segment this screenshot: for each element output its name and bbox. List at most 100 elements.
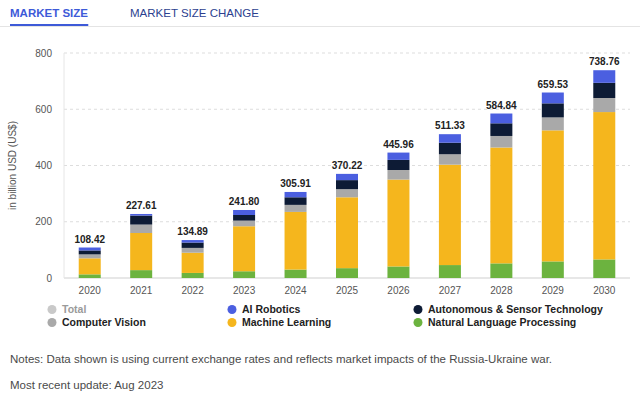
bar-segment [233, 210, 255, 215]
legend-swatch [228, 318, 237, 327]
bar-segment [79, 248, 101, 251]
total-label: 659.53 [538, 79, 569, 90]
y-axis-title: in billion USD (US$) [7, 121, 18, 210]
legend-swatch [414, 318, 423, 327]
grid-line [64, 53, 630, 54]
x-tick-label: 2023 [233, 285, 256, 296]
bar-segment [130, 233, 152, 270]
bar-segment [336, 197, 358, 268]
tab[interactable]: MARKET SIZE CHANGE [130, 7, 259, 19]
bar-segment [233, 271, 255, 278]
legend-label[interactable]: Total [62, 303, 86, 315]
x-tick-label: 2029 [542, 285, 565, 296]
bar-segment [439, 165, 461, 265]
legend-swatch [48, 305, 57, 314]
bar-segment [439, 143, 461, 155]
legend-label[interactable]: Machine Learning [242, 316, 331, 328]
bar-segment [490, 148, 512, 264]
total-label: 370.22 [332, 160, 363, 171]
bar-segment [336, 268, 358, 278]
x-tick-label: 2028 [490, 285, 513, 296]
bar-segment [233, 226, 255, 271]
total-label: 445.96 [383, 139, 414, 150]
bar-segment [593, 83, 615, 98]
bar-segment [285, 212, 307, 270]
bar-segment [79, 250, 101, 254]
total-label: 108.42 [74, 234, 105, 245]
bar-segment [490, 114, 512, 124]
bar-segment [387, 266, 409, 278]
x-tick-label: 2022 [182, 285, 205, 296]
bar-segment [336, 189, 358, 197]
bar-segment [182, 248, 204, 253]
bar-segment [593, 70, 615, 83]
legend-label[interactable]: AI Robotics [242, 303, 300, 315]
tab[interactable]: MARKET SIZE [10, 7, 88, 19]
y-tick-label: 600 [35, 104, 52, 115]
total-label: 738.76 [589, 56, 620, 67]
bar-segment [490, 136, 512, 148]
bar-segment [542, 103, 564, 117]
bar-segment [79, 274, 101, 278]
x-tick-label: 2027 [439, 285, 462, 296]
x-tick-label: 2025 [336, 285, 359, 296]
bars [79, 70, 616, 278]
bar-segment [130, 214, 152, 216]
total-label: 241.80 [229, 196, 260, 207]
bar-segment [387, 160, 409, 170]
legend-swatch [414, 305, 423, 314]
total-label: 134.89 [177, 226, 208, 237]
x-tick-label: 2024 [284, 285, 307, 296]
bar-segment [182, 240, 204, 243]
bar-segment [439, 134, 461, 143]
x-tick-label: 2020 [79, 285, 102, 296]
bar-segment [285, 197, 307, 205]
total-label: 584.84 [486, 100, 517, 111]
bar-segment [285, 205, 307, 212]
bar-segment [182, 273, 204, 278]
total-label: 305.91 [280, 178, 311, 189]
legend-label[interactable]: Natural Language Processing [428, 316, 576, 328]
y-tick-label: 800 [35, 48, 52, 59]
bar-segment [542, 93, 564, 104]
bar-segment [79, 258, 101, 274]
bar-segment [542, 261, 564, 278]
bar-segment [593, 98, 615, 112]
legend-label[interactable]: Computer Vision [62, 316, 146, 328]
x-tick-label: 2026 [387, 285, 410, 296]
tab-separator [0, 26, 640, 27]
bar-segment [130, 270, 152, 278]
y-tick-label: 400 [35, 160, 52, 171]
legend-swatch [228, 305, 237, 314]
x-tick-label: 2030 [593, 285, 616, 296]
note: Notes: Data shown is using current excha… [10, 353, 552, 365]
bar-segment [542, 117, 564, 130]
bar-segment [439, 154, 461, 164]
bar-segment [130, 225, 152, 233]
bar-segment [79, 254, 101, 258]
bar-segment [387, 153, 409, 160]
tab-underline [10, 24, 88, 26]
bar-segment [490, 263, 512, 278]
bar-segment [542, 130, 564, 261]
bar-segment [182, 253, 204, 273]
bar-segment [182, 243, 204, 248]
bar-segment [593, 259, 615, 278]
bar-segment [233, 221, 255, 227]
bar-segment [336, 174, 358, 180]
bar-segment [130, 216, 152, 225]
x-tick-label: 2021 [130, 285, 153, 296]
bar-segment [387, 170, 409, 180]
chart: MARKET SIZEMARKET SIZE CHANGE02004006008… [0, 0, 640, 401]
legend-swatch [48, 318, 57, 327]
legend-label[interactable]: Autonomous & Sensor Technology [428, 303, 603, 315]
y-tick-label: 200 [35, 216, 52, 227]
bar-segment [285, 270, 307, 278]
bar-segment [387, 180, 409, 267]
note: Most recent update: Aug 2023 [10, 379, 163, 391]
bar-segment [285, 192, 307, 197]
bar-segment [490, 123, 512, 136]
bar-segment [336, 180, 358, 189]
bar-segment [439, 265, 461, 278]
total-label: 511.33 [435, 120, 465, 131]
